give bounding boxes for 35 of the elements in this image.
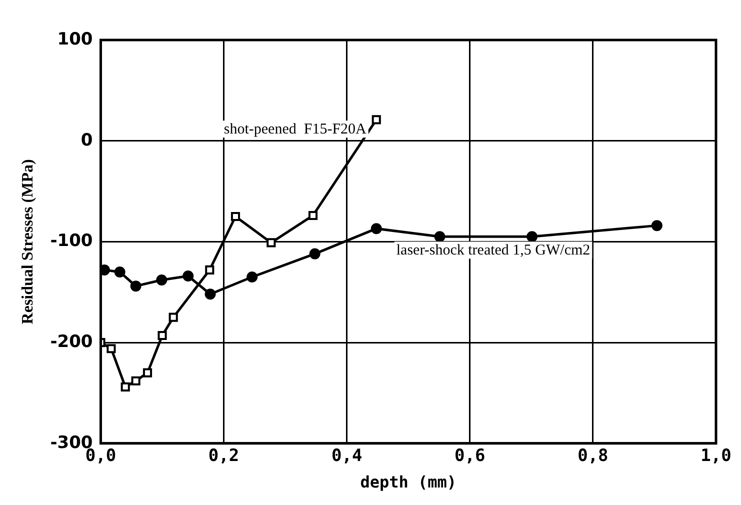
x-tick-label: 0,6 (454, 446, 486, 466)
point (651, 220, 662, 232)
point (156, 274, 168, 286)
series-label: laser-shock treated 1,5 GW/cm2 (396, 242, 590, 259)
point (308, 210, 318, 220)
point (309, 248, 320, 260)
x-tick-label: 0,2 (208, 446, 240, 466)
point (205, 265, 214, 274)
point (158, 330, 167, 340)
point (204, 288, 216, 300)
point (131, 376, 140, 386)
x-tick-label: 0,4 (331, 446, 362, 466)
point (114, 266, 126, 278)
point (434, 231, 446, 242)
point (142, 368, 152, 378)
x-tick-label: 0,8 (578, 446, 608, 466)
y-tick-label: -200 (50, 332, 93, 352)
point (168, 312, 178, 322)
point (106, 344, 116, 354)
point (372, 115, 381, 124)
point (526, 231, 538, 242)
point (370, 223, 382, 234)
point (266, 238, 276, 248)
y-axis-title: Residual Stresses (MPa) (20, 159, 37, 324)
y-tick-label: 0 (80, 130, 93, 150)
point (130, 280, 142, 292)
y-tick-label: -100 (50, 231, 93, 252)
x-tick-label: 1,0 (700, 446, 732, 466)
series-label: shot-peened F15-F20A (224, 122, 367, 138)
y-tick-label: 100 (57, 29, 93, 50)
point (246, 272, 258, 282)
point (182, 270, 194, 282)
x-axis-title: depth (mm) (360, 472, 457, 492)
point (230, 212, 240, 222)
point (120, 382, 130, 392)
